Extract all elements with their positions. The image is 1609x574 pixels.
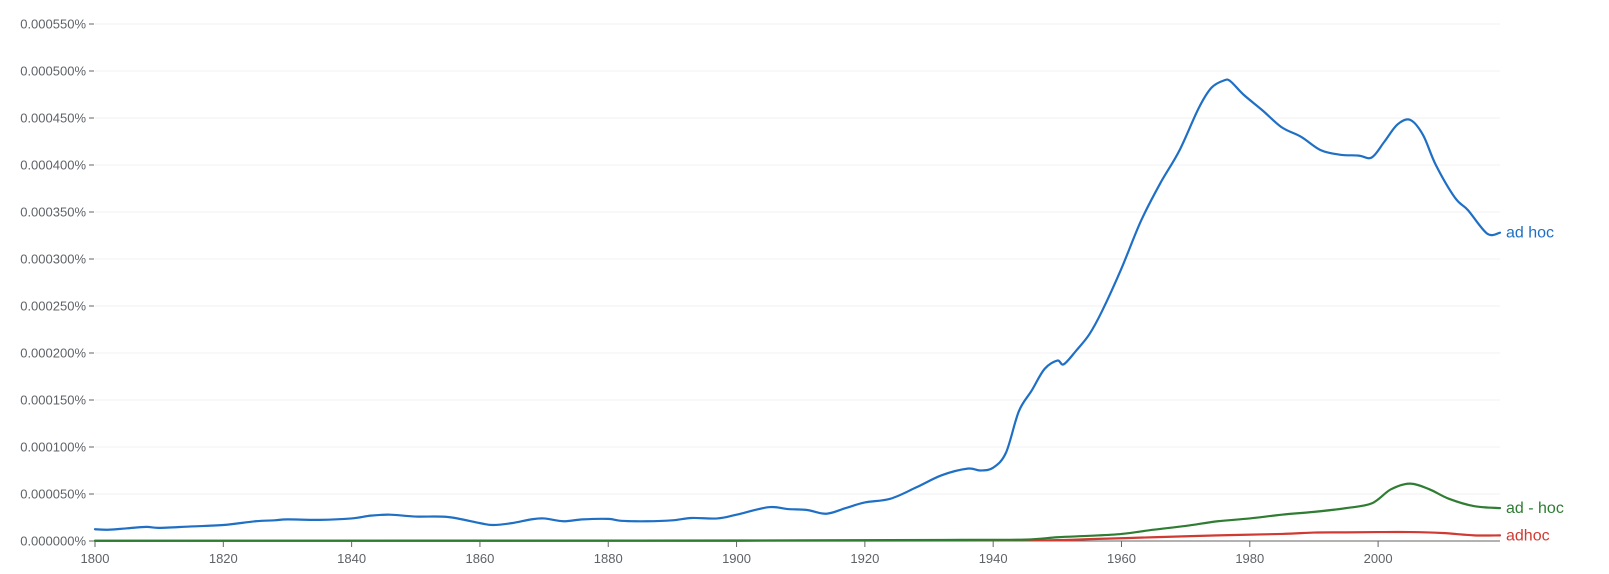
x-tick-label: 1860 [465,551,494,566]
x-tick-label: 1900 [722,551,751,566]
y-tick-label: 0.000550% [20,17,86,32]
x-tick-label: 1940 [979,551,1008,566]
x-tick-label: 2000 [1364,551,1393,566]
x-tick-label: 1920 [850,551,879,566]
y-tick-label: 0.000200% [20,346,86,361]
y-tick-label: 0.000250% [20,299,86,314]
series-labels: ad hoc ad - hoc adhoc [1506,225,1564,545]
series-label-ad-hoc: ad hoc [1506,225,1554,242]
series-lines [93,78,1502,542]
y-tick-label: 0.000350% [20,205,86,220]
y-tick-label: 0.000300% [20,252,86,267]
series-line-ad-hoc [93,482,1502,542]
x-tick-label: 1820 [209,551,238,566]
y-tick-label: 0.000150% [20,393,86,408]
y-tick-label: 0.000400% [20,158,86,173]
y-tick-label: 0.000050% [20,487,86,502]
y-tick-label: 0.000100% [20,440,86,455]
series-label-adhoc: adhoc [1506,527,1550,544]
x-tick-label: 1980 [1235,551,1264,566]
grid-lines [95,23,1500,495]
series-label-ad-hoc: ad - hoc [1506,500,1564,517]
x-tick-label: 1880 [594,551,623,566]
x-axis: 1800 1820 1840 1860 1880 1900 1920 1940 1960 1980… [81,540,1500,566]
y-tick-label: 0.000450% [20,111,86,126]
y-tick-label: 0.000500% [20,64,86,79]
x-tick-label: 1840 [337,551,366,566]
x-tick-label: 1960 [1107,551,1136,566]
y-axis: 0.000000% 0.000050% 0.000100% 0.000150% 0.00… [20,17,94,549]
y-tick-label: 0.000000% [20,534,86,549]
x-tick-label: 1800 [81,551,110,566]
series-line-ad-hoc [93,78,1502,531]
